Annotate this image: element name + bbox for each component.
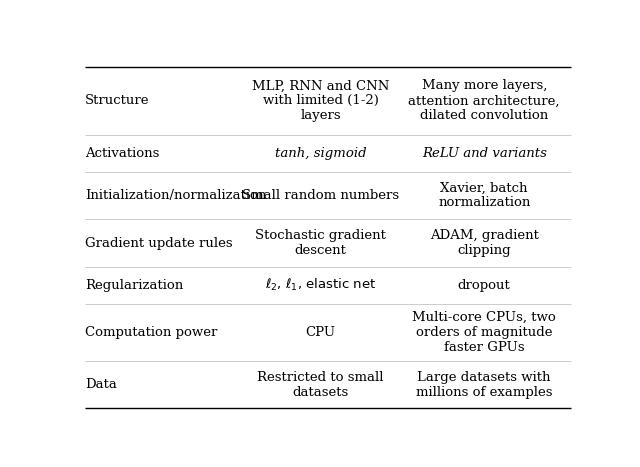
Text: Many more layers,
attention architecture,
dilated convolution: Many more layers, attention architecture… [408,79,560,122]
Text: Multi-core CPUs, two
orders of magnitude
faster GPUs: Multi-core CPUs, two orders of magnitude… [412,311,556,354]
Text: MLP, RNN and CNN
with limited (1-2)
layers: MLP, RNN and CNN with limited (1-2) laye… [252,79,389,122]
Text: ADAM, gradient
clipping: ADAM, gradient clipping [430,229,539,257]
Text: Data: Data [85,378,117,391]
Text: CPU: CPU [305,325,335,339]
Text: Structure: Structure [85,94,150,107]
Text: Small random numbers: Small random numbers [242,189,399,202]
Text: Gradient update rules: Gradient update rules [85,237,232,250]
Text: Activations: Activations [85,147,159,160]
Text: Xavier, batch
normalization: Xavier, batch normalization [438,181,531,209]
Text: Computation power: Computation power [85,325,218,339]
Text: Restricted to small
datasets: Restricted to small datasets [257,370,384,398]
Text: Stochastic gradient
descent: Stochastic gradient descent [255,229,386,257]
Text: tanh, sigmoid: tanh, sigmoid [275,147,366,160]
Text: dropout: dropout [458,279,511,292]
Text: Regularization: Regularization [85,279,183,292]
Text: $\ell_2$, $\ell_1$, elastic net: $\ell_2$, $\ell_1$, elastic net [265,277,376,293]
Text: ReLU and variants: ReLU and variants [422,147,547,160]
Text: Initialization/normalization: Initialization/normalization [85,189,266,202]
Text: Large datasets with
millions of examples: Large datasets with millions of examples [416,370,552,398]
